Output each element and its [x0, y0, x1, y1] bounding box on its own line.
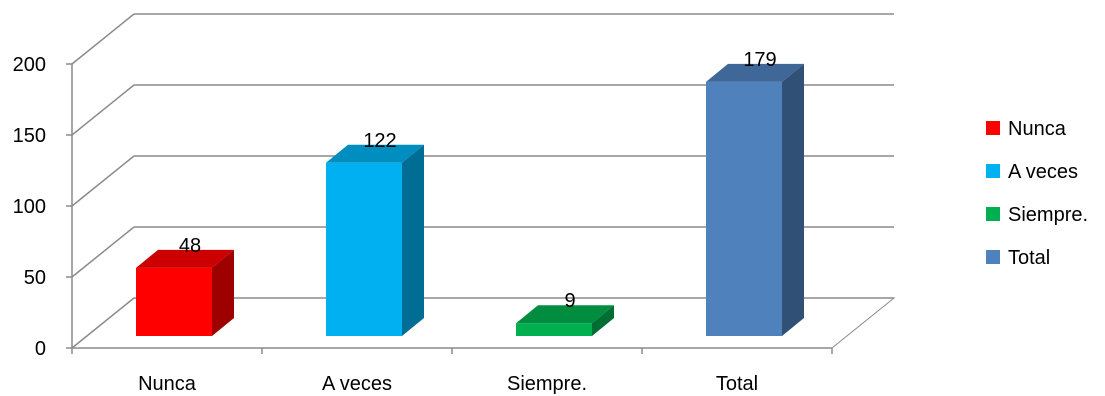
data-labels: 48 122 9 179	[179, 49, 777, 312]
data-label: 48	[179, 235, 201, 257]
bar-front	[516, 323, 592, 336]
y-tick-label: 200	[13, 54, 46, 76]
y-tick-label: 0	[35, 338, 46, 360]
bar-total	[706, 63, 804, 336]
data-label: 9	[564, 290, 575, 312]
legend-swatch	[986, 164, 1000, 178]
data-label: 179	[743, 49, 776, 71]
gridline-depth	[71, 84, 135, 136]
bar-front	[326, 162, 402, 336]
bar-nunca	[136, 249, 234, 336]
y-tick-label: 100	[13, 196, 46, 218]
bar-a-veces	[326, 144, 424, 336]
legend-label: Siempre.	[1008, 204, 1088, 226]
axes	[66, 63, 833, 354]
bar-side	[782, 63, 804, 336]
bar-top	[326, 144, 424, 163]
legend-label: Nunca	[1008, 118, 1067, 140]
x-category-label: Total	[716, 373, 758, 395]
x-category-label: A veces	[322, 373, 392, 395]
x-category-labels: Nunca A veces Siempre. Total	[138, 373, 758, 395]
y-tick-labels: 0 50 100 150 200	[13, 54, 46, 360]
gridline-depth	[71, 155, 135, 207]
legend-swatch	[986, 207, 1000, 221]
legend-swatch	[986, 121, 1000, 135]
y-tick-label: 150	[13, 125, 46, 147]
legend-swatch	[986, 250, 1000, 264]
bars	[136, 63, 804, 336]
bar-front	[706, 81, 782, 336]
data-label: 122	[363, 130, 396, 152]
bar-side	[402, 144, 424, 336]
legend: Nunca A veces Siempre. Total	[986, 118, 1088, 269]
x-category-label: Siempre.	[507, 373, 587, 395]
gridline-depth	[71, 226, 135, 278]
bar-top	[516, 305, 614, 324]
gridline-depth	[71, 13, 135, 65]
bar-top	[706, 63, 804, 82]
bar-front	[136, 267, 212, 336]
bar-top	[136, 249, 234, 268]
x-category-label: Nunca	[138, 373, 197, 395]
bar-side	[212, 249, 234, 336]
bar-siempre	[516, 305, 614, 336]
bar-side	[592, 305, 614, 336]
legend-label: A veces	[1008, 161, 1078, 183]
legend-label: Total	[1008, 247, 1050, 269]
y-tick-label: 50	[24, 267, 46, 289]
gridline-depth	[71, 297, 135, 349]
